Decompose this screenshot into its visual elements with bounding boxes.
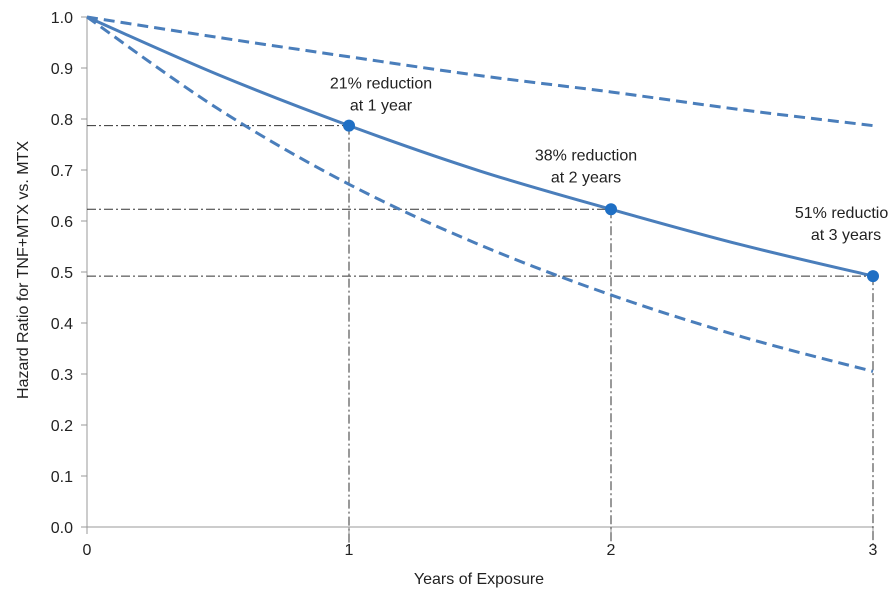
- x-tick-label: 1: [345, 542, 354, 559]
- y-tick-label: 0.4: [51, 316, 73, 333]
- x-tick-label: 0: [83, 542, 92, 559]
- highlight-point: [343, 119, 355, 132]
- series-lines: [86, 15, 874, 373]
- y-tick-label: 0.6: [51, 214, 73, 231]
- annotation-line: 51% reduction: [795, 205, 889, 222]
- y-tick-label: 0.2: [51, 418, 73, 435]
- highlight-point: [605, 203, 617, 216]
- reference-lines: [87, 125, 874, 545]
- highlight-points: [343, 119, 879, 283]
- annotation-line: at 3 years: [811, 227, 881, 244]
- annotation-label: 38% reduction at 2 years: [535, 147, 637, 186]
- y-axis-label: Hazard Ratio for TNF+MTX vs. MTX: [15, 141, 32, 399]
- axes: [86, 17, 873, 528]
- y-ticks: 0.0 0.1 0.2 0.3 0.4 0.5 0.6 0.7 0.8 0.9 1.0: [51, 10, 87, 537]
- solid-series-line: [86, 15, 874, 278]
- y-tick-label: 0.8: [51, 112, 73, 129]
- highlight-point: [867, 270, 879, 283]
- y-tick-label: 0.1: [51, 469, 73, 486]
- y-tick-label: 0.5: [51, 265, 73, 282]
- dashed-series-line: [86, 15, 874, 128]
- y-tick-label: 0.9: [51, 61, 73, 78]
- annotation-line: at 1 year: [350, 98, 413, 115]
- annotation-line: 21% reduction: [330, 76, 432, 93]
- annotations: 21% reduction at 1 year 38% reduction at 2 …: [330, 76, 889, 244]
- y-tick-label: 0.0: [51, 520, 73, 537]
- annotation-label: 21% reduction at 1 year: [330, 76, 432, 115]
- y-tick-label: 0.3: [51, 367, 73, 384]
- dashed-series-line: [86, 15, 874, 373]
- annotation-line: 38% reduction: [535, 147, 637, 164]
- annotation-label: 51% reduction at 3 years: [795, 205, 889, 244]
- annotation-line: at 2 years: [551, 169, 621, 186]
- y-tick-label: 0.7: [51, 163, 73, 180]
- x-ticks: 0 1 2 3: [83, 527, 878, 559]
- x-axis-label: Years of Exposure: [414, 571, 544, 588]
- x-tick-label: 2: [607, 542, 616, 559]
- x-tick-label: 3: [869, 542, 878, 559]
- y-tick-label: 1.0: [51, 10, 73, 27]
